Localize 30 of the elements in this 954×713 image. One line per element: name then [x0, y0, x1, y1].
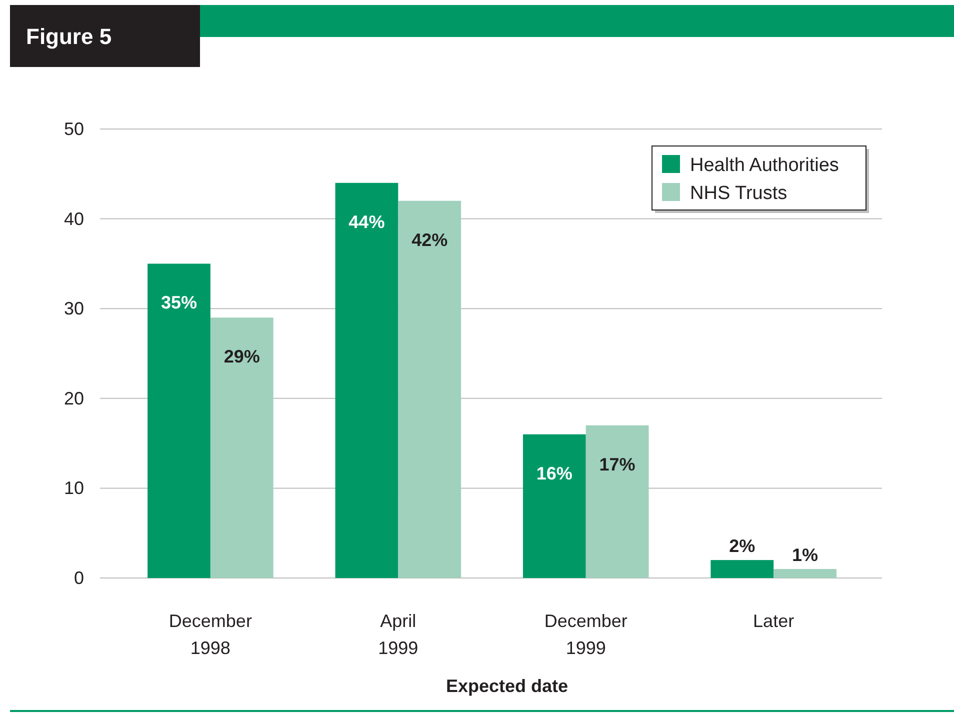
y-tick-label: 40 [64, 208, 84, 229]
y-tick-label: 50 [64, 119, 84, 139]
legend-label: Health Authorities [690, 155, 839, 176]
x-tick-label: December 1999 [544, 611, 628, 658]
bar [586, 425, 649, 578]
chart-title: Figure 5 [26, 24, 112, 49]
data-label: 44% [348, 212, 385, 232]
bar [210, 318, 274, 578]
y-tick-label: 0 [74, 568, 84, 588]
bar [335, 182, 398, 578]
y-tick-label: 20 [64, 388, 84, 408]
data-label: 35% [160, 292, 197, 313]
bar [398, 200, 462, 578]
bar [710, 560, 774, 578]
data-label: 16% [536, 463, 572, 484]
x-axis-title: Expected date [446, 676, 568, 696]
data-label: 17% [599, 454, 636, 474]
x-tick-label: April 1999 [378, 611, 418, 658]
data-label: 29% [224, 346, 260, 367]
bar [522, 434, 586, 578]
bar [148, 264, 210, 578]
x-tick-label: Later [753, 611, 794, 631]
x-tick-label: December 1998 [168, 611, 252, 658]
data-label: 42% [412, 230, 448, 250]
data-label: 1% [792, 545, 818, 566]
y-tick-label: 30 [64, 298, 84, 319]
data-label: 2% [729, 536, 756, 556]
y-tick-label: 10 [64, 478, 84, 498]
bar [774, 569, 836, 578]
legend-label: NHS Trusts [690, 183, 788, 204]
